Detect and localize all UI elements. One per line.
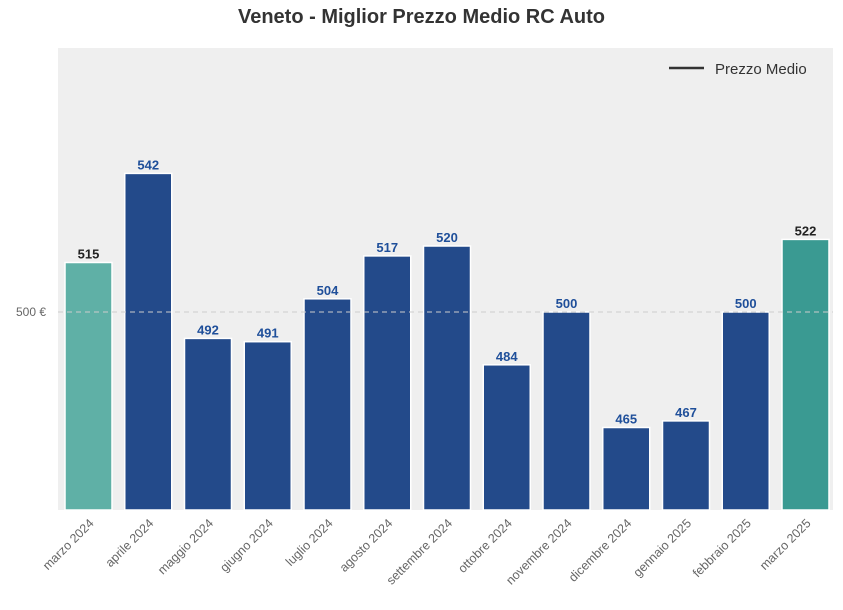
- x-tick-gennaio-2025: gennaio 2025: [631, 516, 695, 580]
- data-label-aprile-2024: 542: [137, 157, 159, 172]
- legend: Prezzo Medio: [669, 61, 807, 78]
- data-label-luglio-2024: 504: [317, 283, 339, 298]
- bar-luglio-2024: [303, 298, 352, 511]
- x-tick-marzo-2024: marzo 2024: [40, 516, 97, 573]
- bar-dicembre-2024: [602, 426, 651, 511]
- bar-marzo-2025: [781, 238, 830, 511]
- data-label-febbraio-2025: 500: [735, 296, 757, 311]
- x-tick-agosto-2024: agosto 2024: [337, 516, 396, 575]
- bar-febbraio-2025: [721, 311, 770, 511]
- data-label-giugno-2024: 491: [257, 326, 279, 341]
- bar-marzo-2024: [64, 261, 113, 511]
- bar-ottobre-2024: [482, 364, 531, 511]
- data-label-novembre-2024: 500: [556, 296, 578, 311]
- bar-agosto-2024: [363, 255, 412, 511]
- x-tick-luglio-2024: luglio 2024: [283, 516, 336, 569]
- y-tick-500: 500 €: [16, 305, 46, 319]
- data-label-dicembre-2024: 465: [615, 412, 637, 427]
- bar-maggio-2024: [183, 337, 233, 511]
- x-tick-ottobre-2024: ottobre 2024: [455, 516, 515, 576]
- x-tick-maggio-2024: maggio 2024: [155, 516, 216, 577]
- bar-gennaio-2025: [661, 420, 711, 511]
- bar-aprile-2024: [124, 172, 173, 511]
- data-label-agosto-2024: 517: [376, 240, 398, 255]
- x-tick-giugno-2024: giugno 2024: [217, 516, 276, 575]
- data-label-maggio-2024: 492: [197, 322, 219, 337]
- bar-novembre-2024: [542, 311, 591, 511]
- data-label-marzo-2025: 522: [795, 223, 817, 238]
- bar-settembre-2024: [422, 245, 472, 511]
- bar-giugno-2024: [243, 340, 292, 511]
- x-tick-aprile-2024: aprile 2024: [103, 516, 157, 570]
- chart-title: Veneto - Miglior Prezzo Medio RC Auto: [237, 6, 606, 28]
- y-tick-labels: 500 €: [16, 305, 46, 319]
- bars-layer: [64, 172, 830, 511]
- data-label-gennaio-2025: 467: [675, 405, 697, 420]
- x-tick-febbraio-2025: febbraio 2025: [690, 516, 754, 580]
- data-label-ottobre-2024: 484: [496, 349, 518, 364]
- data-label-settembre-2024: 520: [436, 230, 458, 245]
- x-tick-dicembre-2024: dicembre 2024: [566, 516, 634, 584]
- data-label-marzo-2024: 515: [78, 247, 100, 262]
- data-labels-layer: 515 542 492 491 504 517 520 484 500 465 467 500 522: [78, 157, 817, 426]
- x-tick-marzo-2025: marzo 2025: [757, 516, 814, 573]
- legend-entry-prezzo-medio: Prezzo Medio: [715, 61, 807, 78]
